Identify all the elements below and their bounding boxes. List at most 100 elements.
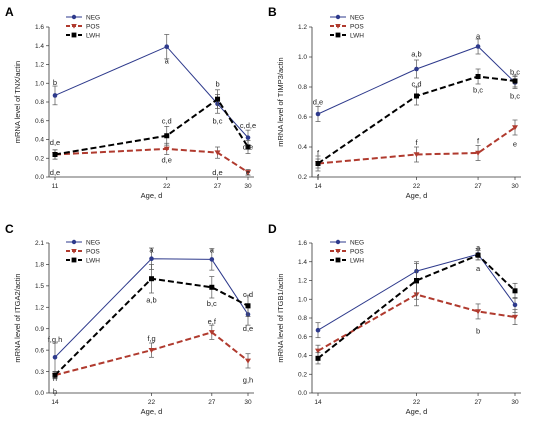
x-tick-label: 22 xyxy=(413,183,421,190)
significance-label: d,e xyxy=(212,168,222,177)
series-line-pos xyxy=(317,293,516,352)
point-lwh xyxy=(475,74,481,79)
legend-marker-neg xyxy=(335,239,341,245)
panel-label: C xyxy=(5,222,14,236)
y-tick-label: 0.2 xyxy=(298,174,307,181)
point-neg xyxy=(512,302,518,308)
point-lwh xyxy=(512,288,518,294)
x-tick-label: 30 xyxy=(511,183,519,190)
significance-label: d,e xyxy=(243,143,253,152)
significance-label: a,b xyxy=(146,296,156,305)
x-tick-label: 27 xyxy=(474,399,482,406)
significance-label: c,d xyxy=(411,80,421,89)
y-tick-label: 1.2 xyxy=(298,24,307,31)
significance-label: e,f xyxy=(208,317,217,326)
significance-label: g,h xyxy=(243,376,253,385)
y-tick-label: 0.6 xyxy=(298,114,307,121)
y-tick-label: 0.4 xyxy=(35,137,44,144)
significance-label: d,e xyxy=(50,138,60,147)
y-tick-label: 0.8 xyxy=(298,315,307,322)
legend-marker-lwh xyxy=(335,32,341,38)
legend-marker-neg xyxy=(71,239,77,245)
point-pos xyxy=(214,150,221,156)
significance-label: a xyxy=(476,243,481,252)
legend-label-lwh: LWH xyxy=(350,32,364,39)
point-pos xyxy=(245,358,251,364)
x-axis-label: Age, d xyxy=(406,407,428,416)
y-tick-label: 0.0 xyxy=(35,390,44,397)
series-line-lwh xyxy=(54,277,249,376)
y-tick-label: 1.0 xyxy=(298,54,307,61)
significance-label: b,c xyxy=(510,92,520,101)
point-pos xyxy=(512,314,518,320)
x-axis-label: Age, d xyxy=(141,191,163,200)
significance-label: h xyxy=(53,374,57,383)
significance-label: b,c xyxy=(207,299,217,308)
y-tick-label: 1.5 xyxy=(35,283,44,290)
point-neg xyxy=(475,44,481,49)
point-neg xyxy=(209,257,215,262)
point-pos xyxy=(163,146,170,152)
legend-label-pos: POS xyxy=(350,23,364,30)
y-tick-label: 1.2 xyxy=(35,304,44,311)
x-tick-label: 14 xyxy=(314,399,322,406)
y-tick-label: 2.1 xyxy=(35,240,44,247)
y-tick-label: 0.4 xyxy=(298,144,307,151)
point-lwh xyxy=(52,152,58,157)
y-tick-label: 1.6 xyxy=(298,240,307,247)
point-lwh xyxy=(245,144,251,150)
y-tick-label: 1.0 xyxy=(298,296,307,303)
y-tick-label: 0.0 xyxy=(298,390,307,397)
legend: NEG POS LWH xyxy=(66,239,100,264)
point-pos xyxy=(512,125,518,131)
legend-marker-neg xyxy=(335,14,341,20)
y-tick-label: 1.4 xyxy=(298,259,307,266)
significance-label: h xyxy=(53,387,57,396)
y-tick-label: 0.2 xyxy=(35,155,44,162)
legend-label-lwh: LWH xyxy=(86,257,100,264)
y-tick-label: 1.6 xyxy=(35,24,44,31)
y-tick-label: 1.2 xyxy=(298,278,307,285)
y-tick-label: 1.4 xyxy=(35,43,44,50)
significance-label: b,c xyxy=(473,86,483,95)
y-tick-label: 0.6 xyxy=(35,347,44,354)
y-axis-label: mRNA level of TIMP3/actin xyxy=(276,57,285,146)
legend-marker-neg xyxy=(71,14,77,20)
y-axis-label: mRNA level of TNX/actin xyxy=(13,61,22,143)
x-tick-label: 30 xyxy=(511,399,519,406)
significance-label: f,g xyxy=(147,334,155,343)
significance-label: f xyxy=(317,173,320,182)
series-line-pos xyxy=(54,331,249,377)
significance-label: d,e xyxy=(162,156,172,165)
legend-label-pos: POS xyxy=(86,248,100,255)
significance-label: b xyxy=(215,80,219,89)
legend-label-neg: NEG xyxy=(86,14,100,21)
x-tick-label: 14 xyxy=(51,399,59,406)
series-line-lwh xyxy=(317,254,516,360)
panel-label: B xyxy=(268,5,277,19)
point-pos xyxy=(475,150,482,156)
y-tick-label: 0.3 xyxy=(35,369,44,376)
x-axis-label: Age, d xyxy=(141,407,163,416)
legend-label-pos: POS xyxy=(86,23,100,30)
legend-marker-pos xyxy=(71,249,77,254)
series-line-neg xyxy=(54,258,249,358)
significance-label: d,e xyxy=(243,324,253,333)
legend-marker-pos xyxy=(335,249,341,254)
significance-label: a xyxy=(165,56,170,65)
point-lwh xyxy=(475,252,481,258)
y-tick-label: 0.0 xyxy=(35,174,44,181)
x-tick-label: 22 xyxy=(148,399,156,406)
legend: NEG POS LWH xyxy=(66,14,100,39)
series-line-lwh xyxy=(317,75,516,165)
point-neg xyxy=(149,256,154,262)
series-line-neg xyxy=(317,45,516,115)
panel-c: C 0.0 0.3 0.6 0.9 1.2 1.5 1.8 2.1 14 22 27 30 Age, d m… xyxy=(5,222,254,416)
y-tick-label: 1.0 xyxy=(35,80,44,87)
series-line-neg xyxy=(317,253,516,331)
point-lwh xyxy=(52,372,58,378)
y-tick-label: 1.8 xyxy=(35,262,44,269)
x-tick-label: 30 xyxy=(244,183,252,190)
point-pos xyxy=(315,348,321,354)
